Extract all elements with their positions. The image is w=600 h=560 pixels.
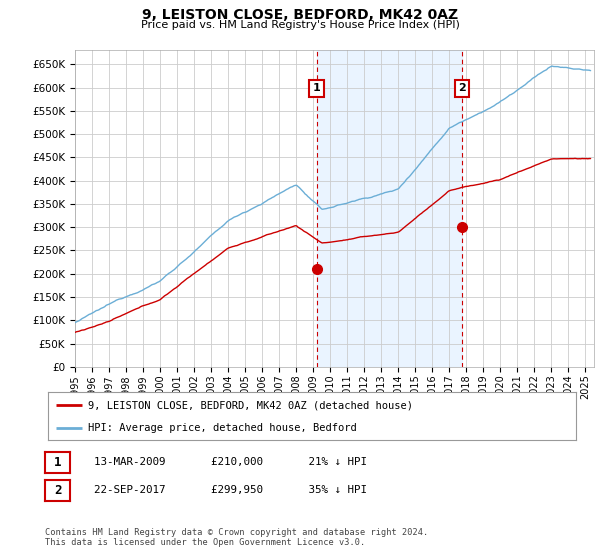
Text: HPI: Average price, detached house, Bedford: HPI: Average price, detached house, Bedf… bbox=[88, 423, 356, 433]
Text: 1: 1 bbox=[313, 83, 320, 94]
Text: Contains HM Land Registry data © Crown copyright and database right 2024.
This d: Contains HM Land Registry data © Crown c… bbox=[45, 528, 428, 547]
Text: 13-MAR-2009       £210,000       21% ↓ HPI: 13-MAR-2009 £210,000 21% ↓ HPI bbox=[81, 457, 367, 467]
Text: Price paid vs. HM Land Registry's House Price Index (HPI): Price paid vs. HM Land Registry's House … bbox=[140, 20, 460, 30]
Bar bbox=[317, 50, 462, 367]
Text: 9, LEISTON CLOSE, BEDFORD, MK42 0AZ (detached house): 9, LEISTON CLOSE, BEDFORD, MK42 0AZ (det… bbox=[88, 400, 413, 410]
Text: 2: 2 bbox=[54, 484, 61, 497]
Text: 1: 1 bbox=[54, 456, 61, 469]
Text: 9, LEISTON CLOSE, BEDFORD, MK42 0AZ: 9, LEISTON CLOSE, BEDFORD, MK42 0AZ bbox=[142, 8, 458, 22]
Text: 2: 2 bbox=[458, 83, 466, 94]
Text: 22-SEP-2017       £299,950       35% ↓ HPI: 22-SEP-2017 £299,950 35% ↓ HPI bbox=[81, 485, 367, 495]
